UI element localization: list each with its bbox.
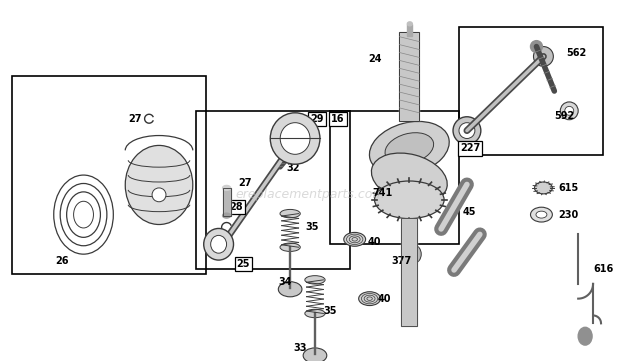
Ellipse shape: [371, 153, 447, 203]
Bar: [196, 111, 350, 269]
Ellipse shape: [534, 182, 552, 194]
Bar: [401, 217, 417, 326]
Ellipse shape: [374, 181, 444, 219]
Bar: [223, 188, 231, 216]
Bar: [399, 32, 419, 121]
Text: 615: 615: [558, 183, 578, 193]
Text: 40: 40: [378, 294, 391, 303]
Ellipse shape: [531, 41, 542, 53]
Text: 29: 29: [310, 114, 324, 124]
Ellipse shape: [407, 245, 421, 263]
Text: 34: 34: [278, 277, 292, 287]
Ellipse shape: [536, 211, 547, 218]
Text: 28: 28: [229, 202, 243, 212]
Text: 227: 227: [460, 143, 480, 154]
Bar: [401, 217, 417, 326]
Ellipse shape: [385, 133, 433, 164]
Text: 40: 40: [368, 237, 381, 247]
Ellipse shape: [223, 213, 231, 218]
Ellipse shape: [125, 146, 193, 224]
Text: 562: 562: [566, 49, 587, 58]
Bar: [407, 24, 412, 36]
Ellipse shape: [280, 209, 300, 218]
Ellipse shape: [204, 228, 234, 260]
Text: 741: 741: [373, 188, 392, 198]
Ellipse shape: [560, 102, 578, 120]
Ellipse shape: [453, 117, 481, 144]
Bar: [459, 27, 603, 155]
Ellipse shape: [533, 46, 554, 66]
Bar: [330, 111, 459, 244]
Ellipse shape: [459, 123, 475, 139]
Ellipse shape: [359, 292, 381, 306]
Ellipse shape: [303, 348, 327, 363]
Bar: [399, 32, 419, 121]
Text: ereplacementparts.com: ereplacementparts.com: [235, 188, 385, 201]
Text: 33: 33: [293, 343, 307, 353]
Ellipse shape: [305, 276, 325, 284]
Ellipse shape: [578, 327, 592, 345]
Ellipse shape: [407, 22, 412, 26]
Text: 26: 26: [55, 256, 68, 266]
Ellipse shape: [278, 282, 302, 297]
Ellipse shape: [305, 309, 325, 318]
Ellipse shape: [343, 232, 366, 246]
Ellipse shape: [211, 235, 226, 253]
Text: 592: 592: [554, 111, 574, 121]
Ellipse shape: [280, 123, 310, 154]
Text: 377: 377: [391, 256, 412, 266]
Ellipse shape: [370, 122, 450, 175]
Bar: [12, 76, 206, 274]
Text: 35: 35: [305, 223, 319, 232]
Ellipse shape: [270, 113, 320, 164]
Ellipse shape: [223, 185, 231, 191]
Text: 27: 27: [128, 114, 142, 124]
Text: 616: 616: [593, 264, 613, 274]
Text: 16: 16: [331, 114, 345, 124]
Text: 32: 32: [286, 163, 300, 173]
Ellipse shape: [565, 106, 574, 115]
Text: 230: 230: [558, 209, 578, 220]
Text: 27: 27: [239, 178, 252, 188]
Text: 24: 24: [368, 54, 381, 64]
Ellipse shape: [531, 207, 552, 222]
Text: 45: 45: [462, 207, 476, 217]
Ellipse shape: [280, 243, 300, 252]
Text: 35: 35: [323, 306, 337, 315]
Ellipse shape: [152, 188, 166, 202]
Text: 25: 25: [237, 259, 250, 269]
Bar: [223, 188, 231, 216]
